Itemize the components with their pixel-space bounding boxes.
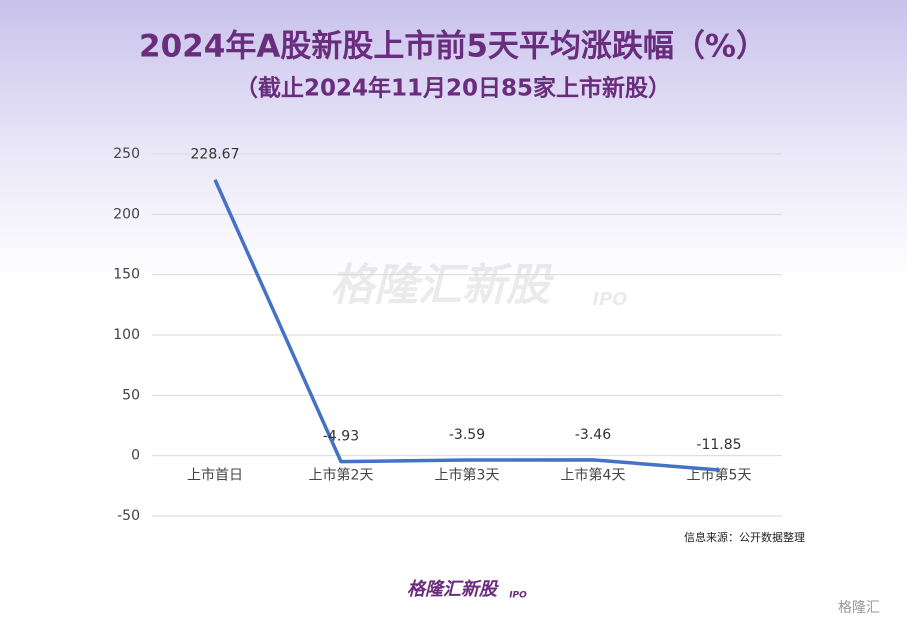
- chart-subtitle: （截止2024年11月20日85家上市新股）: [235, 75, 671, 102]
- footer-logo: 格隆汇新股: [407, 579, 499, 600]
- source-note: 信息来源：公开数据整理: [684, 530, 805, 544]
- data-label: -3.46: [575, 427, 611, 443]
- data-line: [213, 179, 720, 472]
- y-tick-label: 0: [131, 448, 140, 464]
- data-label: -11.85: [696, 437, 741, 453]
- y-tick-label: 50: [122, 387, 140, 403]
- y-tick-label: 250: [113, 146, 140, 162]
- x-tick-label: 上市第2天: [309, 467, 374, 484]
- chart-title: 2024年A股新股上市前5天平均涨跌幅（%）: [139, 29, 767, 65]
- x-tick-label: 上市第3天: [435, 467, 500, 484]
- x-tick-label: 上市首日: [187, 467, 243, 484]
- data-label: -4.93: [323, 429, 359, 445]
- y-tick-label: -50: [117, 508, 140, 524]
- footer-logo-sub: IPO: [509, 591, 527, 601]
- y-tick-label: 150: [113, 267, 140, 283]
- data-label: -3.59: [449, 427, 485, 443]
- y-tick-label: 100: [113, 327, 140, 343]
- data-label: 228.67: [191, 147, 240, 163]
- y-tick-label: 200: [113, 206, 140, 222]
- corner-logo: 格隆汇: [838, 600, 880, 616]
- watermark-sub: IPO: [592, 289, 627, 310]
- x-tick-label: 上市第5天: [687, 467, 752, 484]
- x-tick-label: 上市第4天: [561, 467, 626, 484]
- watermark: 格隆汇新股: [330, 260, 555, 311]
